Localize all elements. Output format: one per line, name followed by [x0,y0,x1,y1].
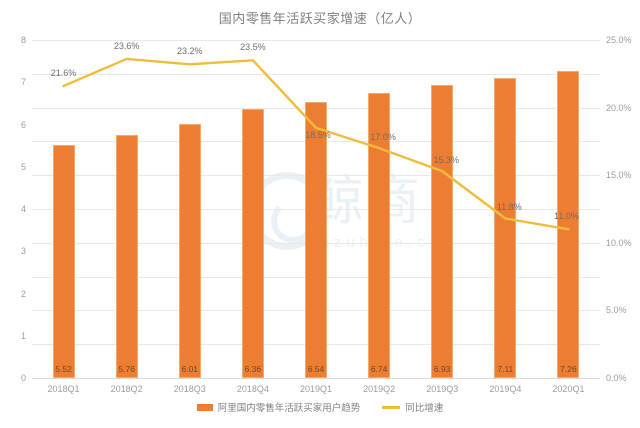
y-axis-right-tick: 20.0% [606,102,632,113]
y-axis-right-tick: 5.0% [606,305,627,316]
chart-title: 国内零售年活跃买家增速（亿人） [218,11,422,26]
bar[interactable] [241,109,264,378]
x-axis-tick: 2019Q4 [489,384,522,394]
x-axis-tick: 2018Q2 [110,384,143,394]
line-value-label: 23.6% [113,40,140,51]
bar[interactable] [52,144,75,378]
bar-value-label: 7.26 [560,364,577,374]
bar-value-label: 5.76 [118,364,135,374]
bar[interactable] [178,124,201,378]
legend-line-swatch-icon [382,405,401,409]
legend: 阿里国内零售年活跃买家用户趋势 同比增速 [0,400,640,414]
x-axis-tick: 2019Q2 [363,384,396,394]
y-axis-left-tick: 1 [20,330,26,341]
y-axis-left-tick: 4 [20,204,26,214]
line-value-label: 11.0% [554,211,579,222]
x-axis-tick: 2019Q1 [299,384,333,394]
y-axis-left-tick: 5 [20,161,26,172]
y-axis-right-tick: 10.0% [606,237,632,248]
x-axis-tick: 2018Q3 [173,384,206,394]
bar[interactable] [305,101,327,378]
y-axis-left-tick: 8 [20,35,26,45]
y-axis-right-tick: 0.0% [606,373,627,383]
bar[interactable] [431,85,454,378]
y-axis-right-tick: 15.0% [606,170,632,181]
gridline [32,40,600,41]
bar[interactable] [115,134,138,378]
bar-value-label: 6.54 [307,364,325,374]
line-value-label: 23.5% [240,42,266,53]
y-axis-left-tick: 2 [20,288,26,299]
legend-line-label: 同比增速 [405,403,444,414]
x-axis-tick: 2018Q1 [47,384,80,394]
bar-value-label: 7.11 [497,364,514,374]
legend-item-bar[interactable]: 阿里国内零售年活跃买家用户趋势 [196,400,361,414]
line-value-label: 21.6% [50,67,77,78]
bar-value-label: 6.01 [181,364,199,374]
bar-value-label: 6.74 [370,364,388,374]
gridline [32,378,600,379]
legend-bar-swatch-icon [196,403,213,411]
line-value-label: 23.2% [177,46,203,57]
x-axis-tick: 2019Q3 [426,384,459,394]
y-axis-left-tick: 7 [20,77,26,88]
line-value-label: 15.3% [433,155,459,166]
legend-item-line[interactable]: 同比增速 [382,400,443,414]
legend-bar-label: 阿里国内零售年活跃买家用户趋势 [217,403,361,414]
y-axis-left-tick: 0 [20,373,26,383]
y-axis-left-tick: 6 [20,119,26,130]
x-axis-tick: 2020Q1 [552,384,585,394]
bar[interactable] [494,77,517,378]
y-axis-left-tick: 3 [20,246,26,257]
plot-area: 21.6% 23.6% 23.2% 23.5% 18.5% 17.0% 15.3% 11.8%… [32,40,600,379]
line-value-label: 18.5% [305,129,331,140]
line-value-label: 17.0% [370,132,396,143]
y-axis-right-tick: 25.0% [606,35,632,45]
x-axis-tick: 2018Q4 [236,384,269,394]
line-value-label: 11.8% [496,202,522,213]
bar[interactable] [557,71,580,378]
gridline [32,73,600,75]
bar-value-label: 5.52 [55,364,72,374]
bar-value-label: 6.36 [244,364,262,374]
bar-value-label: 6.93 [433,364,451,374]
